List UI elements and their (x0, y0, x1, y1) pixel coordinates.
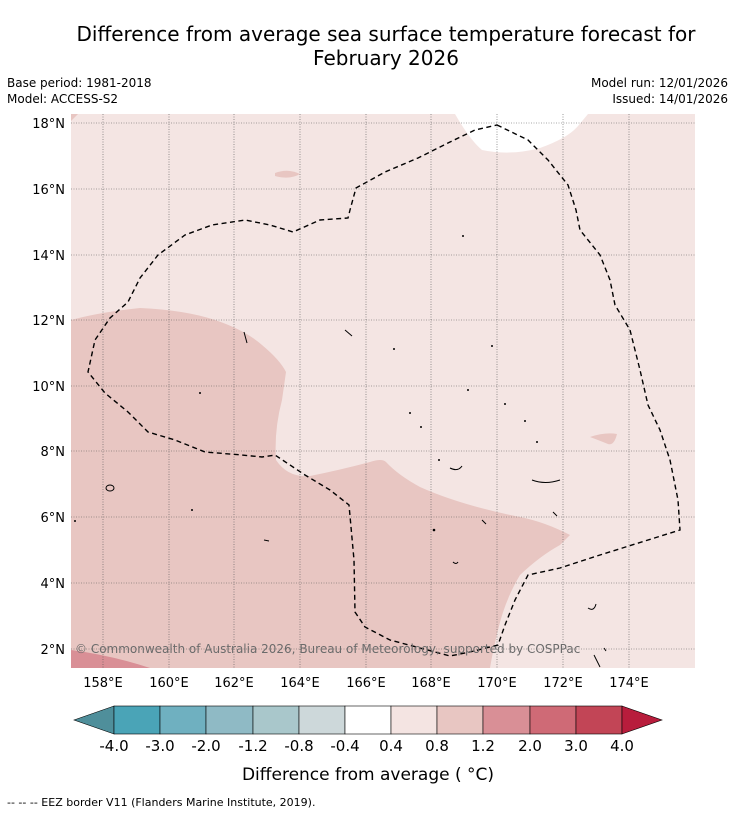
colorbar-label: 0.8 (425, 737, 449, 755)
warm-patch-east (590, 433, 617, 445)
colorbar-label: -4.0 (99, 737, 128, 755)
issued-date: Issued: 14/01/2026 (612, 92, 728, 106)
colorbar-segment (529, 705, 577, 735)
lon-tick-158: 158°E (83, 676, 123, 691)
colorbar-extend-low (73, 705, 115, 735)
base-period: Base period: 1981-2018 (7, 76, 152, 90)
anomaly-region-neutral (455, 114, 588, 153)
colorbar-label: 4.0 (610, 737, 634, 755)
colorbar-segment (390, 705, 438, 735)
colorbar-labels: -4.0 -3.0 -2.0 -1.2 -0.8 -0.4 0.4 0.8 1.… (99, 737, 634, 755)
colorbar-extend-high (621, 705, 663, 735)
eez-border (87, 124, 681, 657)
graticule (71, 114, 695, 668)
lat-tick-18: 18°N (32, 117, 65, 132)
colorbar-label: 3.0 (564, 737, 588, 755)
colorbar-label: -2.0 (191, 737, 220, 755)
map-title: Difference from average sea surface temp… (0, 22, 736, 70)
anomaly-region-1.2-2.0 (71, 650, 150, 668)
island (593, 654, 601, 668)
colorbar-label: 2.0 (518, 737, 542, 755)
eez-legend: -- -- -- EEZ border V11 (Flanders Marine… (7, 796, 316, 809)
colorbar-segment (575, 705, 623, 735)
colorbar-segment (113, 705, 161, 735)
island (344, 329, 353, 337)
title-line-2: February 2026 (313, 46, 459, 70)
lat-tick-16: 16°N (32, 183, 65, 198)
lon-tick-168: 168°E (411, 676, 451, 691)
island (243, 331, 248, 344)
colorbar (73, 705, 663, 735)
lat-tick-10: 10°N (32, 380, 65, 395)
island (263, 539, 270, 542)
island (587, 603, 597, 610)
warm-patch-north (275, 170, 300, 178)
island (481, 519, 487, 525)
lon-tick-162: 162°E (214, 676, 254, 691)
colorbar-label: -3.0 (145, 737, 174, 755)
lat-tick-12: 12°N (32, 314, 65, 329)
island (105, 484, 115, 492)
colorbar-segment (482, 705, 531, 735)
island (603, 647, 607, 652)
map-area (71, 114, 695, 668)
colorbar-label: -0.4 (330, 737, 359, 755)
anomaly-region-0.8-1.2 (71, 308, 570, 668)
colorbar-segment (159, 705, 207, 735)
colorbar-title: Difference from average ( °C) (242, 765, 494, 785)
lon-tick-164: 164°E (280, 676, 320, 691)
colorbar-label: 1.2 (471, 737, 495, 755)
lat-tick-2: 2°N (41, 643, 66, 658)
colorbar-label: 0.4 (379, 737, 403, 755)
island (449, 465, 463, 471)
latitude-labels: 18°N 16°N 14°N 12°N 10°N 8°N 6°N 4°N 2°N (32, 117, 65, 658)
lon-tick-160: 160°E (149, 676, 189, 691)
islands (105, 329, 607, 668)
colorbar-segment (436, 705, 484, 735)
copyright-notice: © Commonwealth of Australia 2026, Bureau… (75, 642, 580, 656)
island (531, 479, 561, 483)
title-line-1: Difference from average sea surface temp… (76, 22, 696, 46)
colorbar-segment (298, 705, 346, 735)
lon-tick-174: 174°E (609, 676, 649, 691)
atolls (74, 235, 538, 532)
colorbar-segment (344, 705, 392, 735)
lat-tick-6: 6°N (41, 511, 66, 526)
colorbar-segment (252, 705, 300, 735)
colorbar-label: -0.8 (284, 737, 313, 755)
model-name: Model: ACCESS-S2 (7, 92, 119, 106)
longitude-labels: 158°E 160°E 162°E 164°E 166°E 168°E 170°… (83, 676, 649, 691)
colorbar-label: -1.2 (238, 737, 267, 755)
lon-tick-172: 172°E (543, 676, 583, 691)
lat-tick-4: 4°N (41, 577, 66, 592)
metadata-right: Model run: 12/01/2026 Issued: 14/01/2026 (591, 75, 728, 107)
lat-tick-14: 14°N (32, 249, 65, 264)
model-run: Model run: 12/01/2026 (590, 76, 728, 90)
island (552, 511, 558, 517)
lon-tick-166: 166°E (346, 676, 386, 691)
lat-tick-8: 8°N (41, 445, 66, 460)
colorbar-segment (205, 705, 254, 735)
lon-tick-170: 170°E (477, 676, 517, 691)
island (452, 561, 459, 564)
metadata-left: Base period: 1981-2018 Model: ACCESS-S2 (7, 75, 152, 107)
